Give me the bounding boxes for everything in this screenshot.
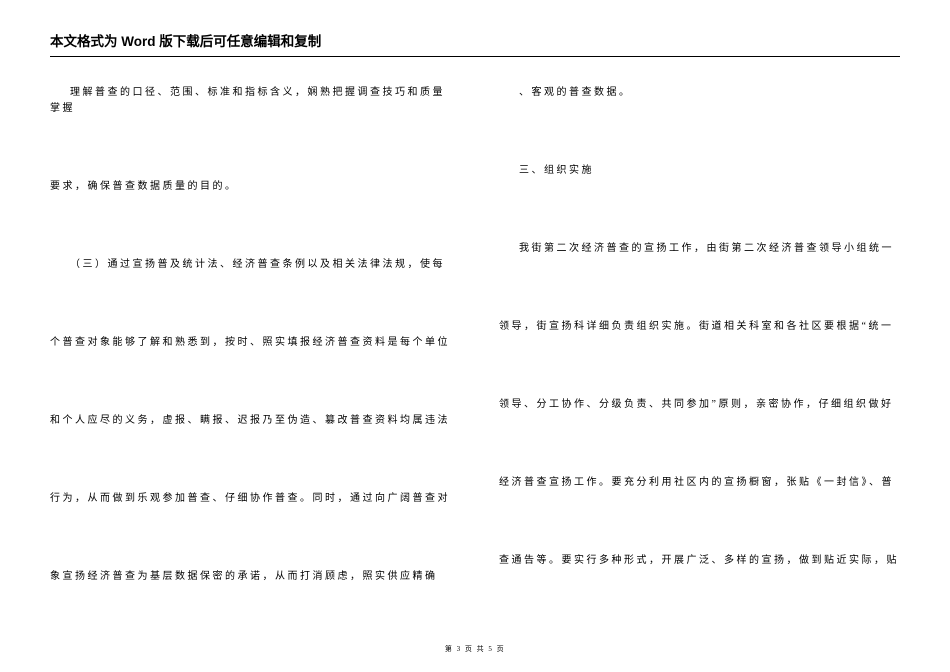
body-paragraph: （三）通过宣扬普及统计法、经济普查条例以及相关法律法规，使每 bbox=[50, 257, 451, 273]
page-number: 第 3 页 共 5 页 bbox=[445, 645, 505, 653]
body-paragraph: 行为，从而做到乐观参加普查、仔细协作普查。同时，通过向广阔普查对 bbox=[50, 491, 451, 507]
body-paragraph: 我街第二次经济普查的宣扬工作，由街第二次经济普查领导小组统一 bbox=[499, 241, 900, 257]
body-paragraph: 三、组织实施 bbox=[499, 163, 900, 179]
body-paragraph: 经济普查宣扬工作。要充分利用社区内的宣扬橱窗，张贴《一封信》、普 bbox=[499, 475, 900, 491]
document-page: 本文格式为 Word 版下载后可任意编辑和复制 理解普查的口径、范围、标准和指标… bbox=[0, 0, 950, 667]
body-paragraph: 理解普查的口径、范围、标准和指标含义，娴熟把握调查技巧和质量掌握 bbox=[50, 85, 451, 117]
body-paragraph: 要求，确保普查数据质量的目的。 bbox=[50, 179, 451, 195]
body-paragraph: 象宣扬经济普查为基层数据保密的承诺，从而打消顾虑，照实供应精确 bbox=[50, 569, 451, 585]
body-paragraph: 领导，街宣扬科详细负责组织实施。街道相关科室和各社区要根据“统一 bbox=[499, 319, 900, 335]
right-column: 、客观的普查数据。 三、组织实施 我街第二次经济普查的宣扬工作，由街第二次经济普… bbox=[499, 85, 900, 647]
body-paragraph: 领导、分工协作、分级负责、共同参加”原则，亲密协作，仔细组织做好 bbox=[499, 397, 900, 413]
body-paragraph: 个普查对象能够了解和熟悉到，按时、照实填报经济普查资料是每个单位 bbox=[50, 335, 451, 351]
page-header: 本文格式为 Word 版下载后可任意编辑和复制 bbox=[50, 30, 900, 57]
body-paragraph: 查通告等。要实行多种形式，开展广泛、多样的宣扬，做到贴近实际，贴 bbox=[499, 553, 900, 569]
two-column-layout: 理解普查的口径、范围、标准和指标含义，娴熟把握调查技巧和质量掌握 要求，确保普查… bbox=[50, 85, 900, 647]
page-footer: 第 3 页 共 5 页 bbox=[0, 644, 950, 654]
header-title: 本文格式为 Word 版下载后可任意编辑和复制 bbox=[50, 34, 321, 49]
body-paragraph: 、客观的普查数据。 bbox=[499, 85, 900, 101]
body-paragraph: 和个人应尽的义务，虚报、瞒报、迟报乃至伪造、篡改普查资料均属违法 bbox=[50, 413, 451, 429]
left-column: 理解普查的口径、范围、标准和指标含义，娴熟把握调查技巧和质量掌握 要求，确保普查… bbox=[50, 85, 451, 647]
